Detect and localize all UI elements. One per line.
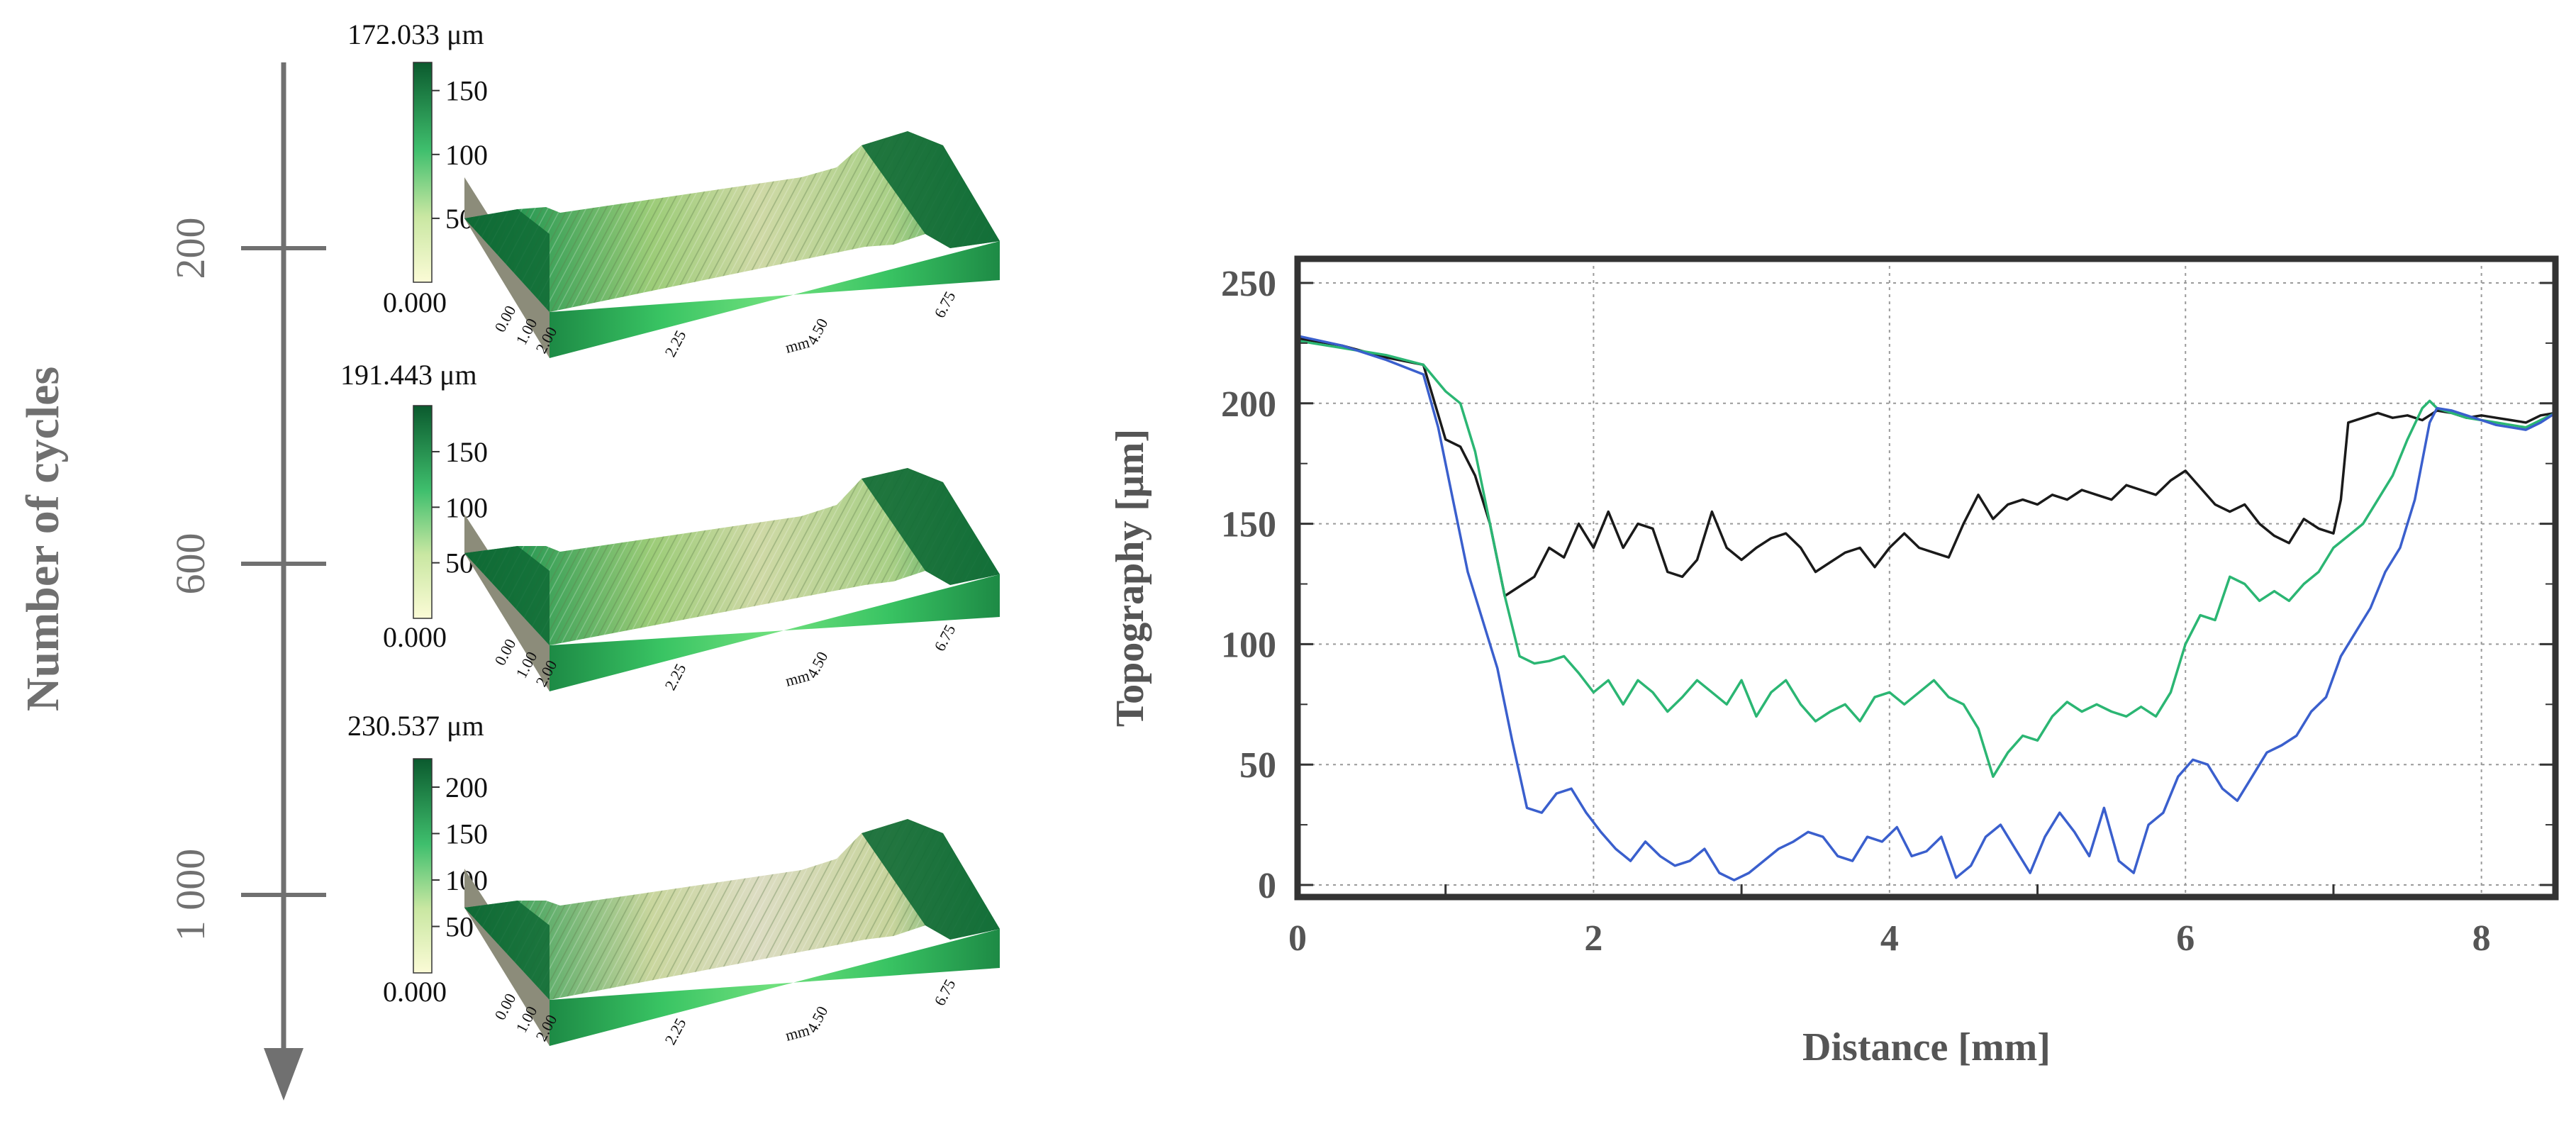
- x-tick-label: 6: [2176, 918, 2195, 959]
- colorbar: [413, 62, 433, 283]
- svg-text:6.75: 6.75: [930, 289, 959, 321]
- svg-text:2.25: 2.25: [661, 661, 689, 694]
- cycles-label-1000: 1 000: [167, 849, 213, 942]
- y-tick-label: 0: [1258, 866, 1276, 906]
- chart-series: [1296, 334, 2557, 881]
- x-tick-label: 0: [1288, 918, 1307, 959]
- y-tick-label: 200: [1221, 384, 1276, 425]
- surface-front: [550, 574, 1000, 691]
- colorbar-tick-label: 50: [445, 911, 474, 943]
- svg-text:mm: mm: [784, 1021, 812, 1045]
- y-axis-title: Topography [μm]: [1108, 429, 1152, 727]
- plot-frame: [1294, 255, 2559, 901]
- cycles-axis-arrowhead: [264, 1048, 303, 1101]
- colorbar-tick-label: 100: [445, 139, 488, 171]
- chart-grid: [1297, 259, 2555, 897]
- y-tick-label: 250: [1221, 264, 1276, 304]
- x-tick-label: 2: [1584, 918, 1602, 959]
- topography-line-chart: 0 2 4 6 8 0 50 100 150 200 250 Distance [mm] Topog…: [1108, 255, 2559, 1069]
- chart-ticks: 0 2 4 6 8 0 50 100 150 200 250: [1221, 264, 2555, 959]
- svg-text:0.00: 0.00: [491, 636, 519, 669]
- colorbar-tick-label: 150: [445, 75, 488, 107]
- x-axis-title: Distance [mm]: [1802, 1025, 2051, 1069]
- colorbar-max-label: 230.537 μm: [347, 710, 484, 742]
- surface-3d: 0.00 1.00 2.00 2.25 4.50 6.75 mm: [464, 468, 1000, 693]
- svg-text:mm: mm: [784, 667, 812, 690]
- svg-text:6.75: 6.75: [930, 622, 959, 655]
- surface-3d: 0.00 1.00 2.00 2.25 4.50 6.75 mm: [464, 819, 1000, 1047]
- surface-plot-1000: 230.537 μm 20015010050 0.000 0.00 1.00 2…: [347, 710, 1000, 1047]
- cycles-label-600: 600: [167, 533, 213, 595]
- series-line-2: [1296, 339, 2557, 778]
- series-line-1: [1296, 337, 2557, 598]
- x-tick-label: 4: [1880, 918, 1899, 959]
- svg-text:0.00: 0.00: [491, 303, 519, 335]
- colorbar: [413, 405, 433, 619]
- colorbar-min-label: 0.000: [383, 976, 447, 1008]
- surface-front: [550, 241, 1000, 358]
- series-line-3: [1296, 334, 2557, 881]
- colorbar-tick-label: 150: [445, 818, 488, 850]
- cycles-label-200: 200: [167, 218, 213, 279]
- svg-text:2.25: 2.25: [661, 328, 689, 360]
- colorbar-min-label: 0.000: [383, 286, 447, 318]
- y-tick-label: 50: [1239, 745, 1276, 786]
- colorbar-tick-label: 150: [445, 436, 488, 468]
- cycles-axis-title: Number of cycles: [17, 367, 69, 711]
- x-tick-label: 8: [2472, 918, 2491, 959]
- y-tick-label: 100: [1221, 625, 1276, 665]
- colorbar-min-label: 0.000: [383, 621, 447, 653]
- surface-3d: 0.00 1.00 2.00 2.25 4.50 6.75 mm: [464, 131, 1000, 360]
- svg-text:mm: mm: [784, 333, 812, 357]
- colorbar: [413, 758, 433, 974]
- svg-text:2.25: 2.25: [661, 1015, 689, 1048]
- surface-front: [550, 929, 1000, 1046]
- svg-text:6.75: 6.75: [930, 976, 959, 1009]
- colorbar-tick-label: 200: [445, 772, 488, 803]
- colorbar-max-label: 172.033 μm: [347, 18, 484, 50]
- colorbar-max-label: 191.443 μm: [340, 359, 477, 391]
- svg-text:0.00: 0.00: [491, 991, 519, 1023]
- y-tick-label: 150: [1221, 505, 1276, 545]
- cycles-axis: 200 600 1 000 Number of cycles: [17, 62, 326, 1101]
